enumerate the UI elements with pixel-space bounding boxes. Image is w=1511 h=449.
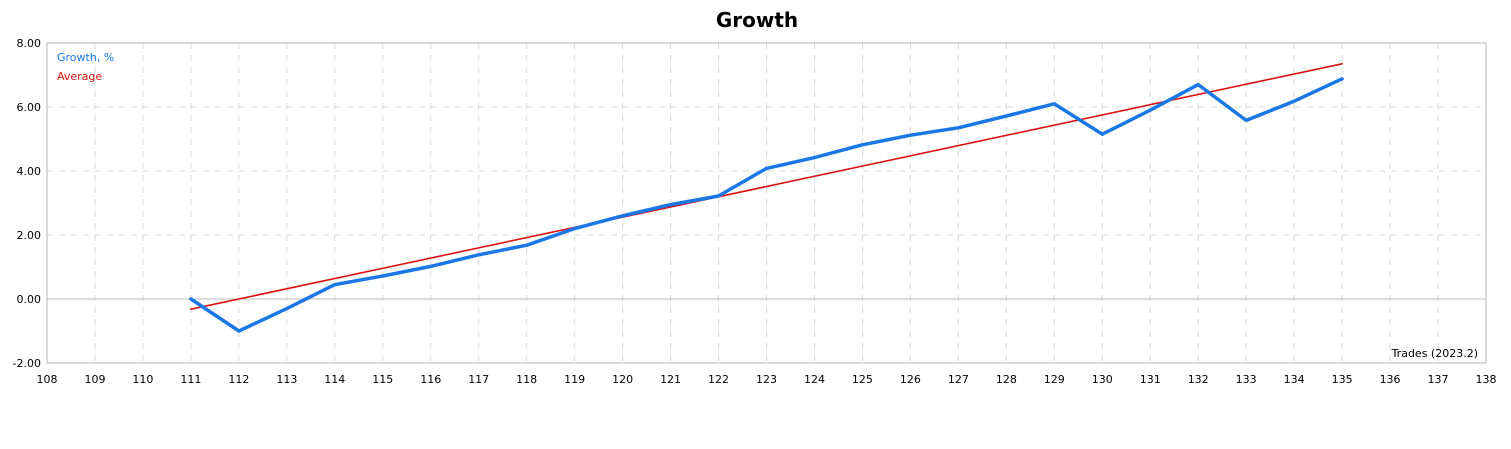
x-tick-label: 120 [612,373,633,386]
x-tick-label: 109 [84,373,105,386]
x-tick-label: 114 [324,373,345,386]
y-axis-ticks: -2.00 0.00 2.00 4.00 6.00 8.00 [13,37,41,370]
x-tick-label: 126 [900,373,921,386]
series-lines [189,62,1344,333]
y-tick-label: -2.00 [13,357,41,370]
x-tick-label: 130 [1092,373,1113,386]
x-tick-label: 116 [420,373,441,386]
x-tick-label: 108 [37,373,58,386]
x-tick-label: 111 [180,373,201,386]
x-tick-label: 133 [1236,373,1257,386]
x-tick-label: 127 [948,373,969,386]
series-line-average [190,62,1343,311]
x-tick-label: 121 [660,373,681,386]
y-tick-label: 8.00 [17,37,42,50]
x-tick-label: 132 [1188,373,1209,386]
series-line-growth [189,77,1344,333]
legend-entry: Growth, % [57,51,114,64]
x-tick-label: 124 [804,373,825,386]
x-tick-label: 136 [1380,373,1401,386]
x-tick-label: 117 [468,373,489,386]
x-tick-label: 138 [1476,373,1497,386]
grid [47,43,1486,363]
x-tick-label: 113 [276,373,297,386]
x-tick-label: 125 [852,373,873,386]
x-tick-label: 135 [1332,373,1353,386]
x-tick-label: 110 [132,373,153,386]
y-tick-label: 0.00 [17,293,42,306]
legend: Growth, % Average [57,51,114,83]
x-tick-label: 137 [1428,373,1449,386]
x-tick-label: 129 [1044,373,1065,386]
chart-title: Growth [716,8,798,32]
x-tick-label: 128 [996,373,1017,386]
x-tick-label: 122 [708,373,729,386]
y-tick-label: 6.00 [17,101,42,114]
x-axis-ticks: 108 109 110 111 112 113 114 115 116 117 118 119 120 1… [37,373,1497,386]
x-axis-label: Trades (2023.2) [1391,347,1478,360]
x-tick-label: 119 [564,373,585,386]
x-tick-label: 118 [516,373,537,386]
legend-entry: Average [57,70,102,83]
y-tick-label: 2.00 [17,229,42,242]
x-tick-label: 123 [756,373,777,386]
x-tick-label: 112 [228,373,249,386]
x-tick-label: 115 [372,373,393,386]
x-tick-label: 134 [1284,373,1305,386]
x-tick-label: 131 [1140,373,1161,386]
y-tick-label: 4.00 [17,165,42,178]
